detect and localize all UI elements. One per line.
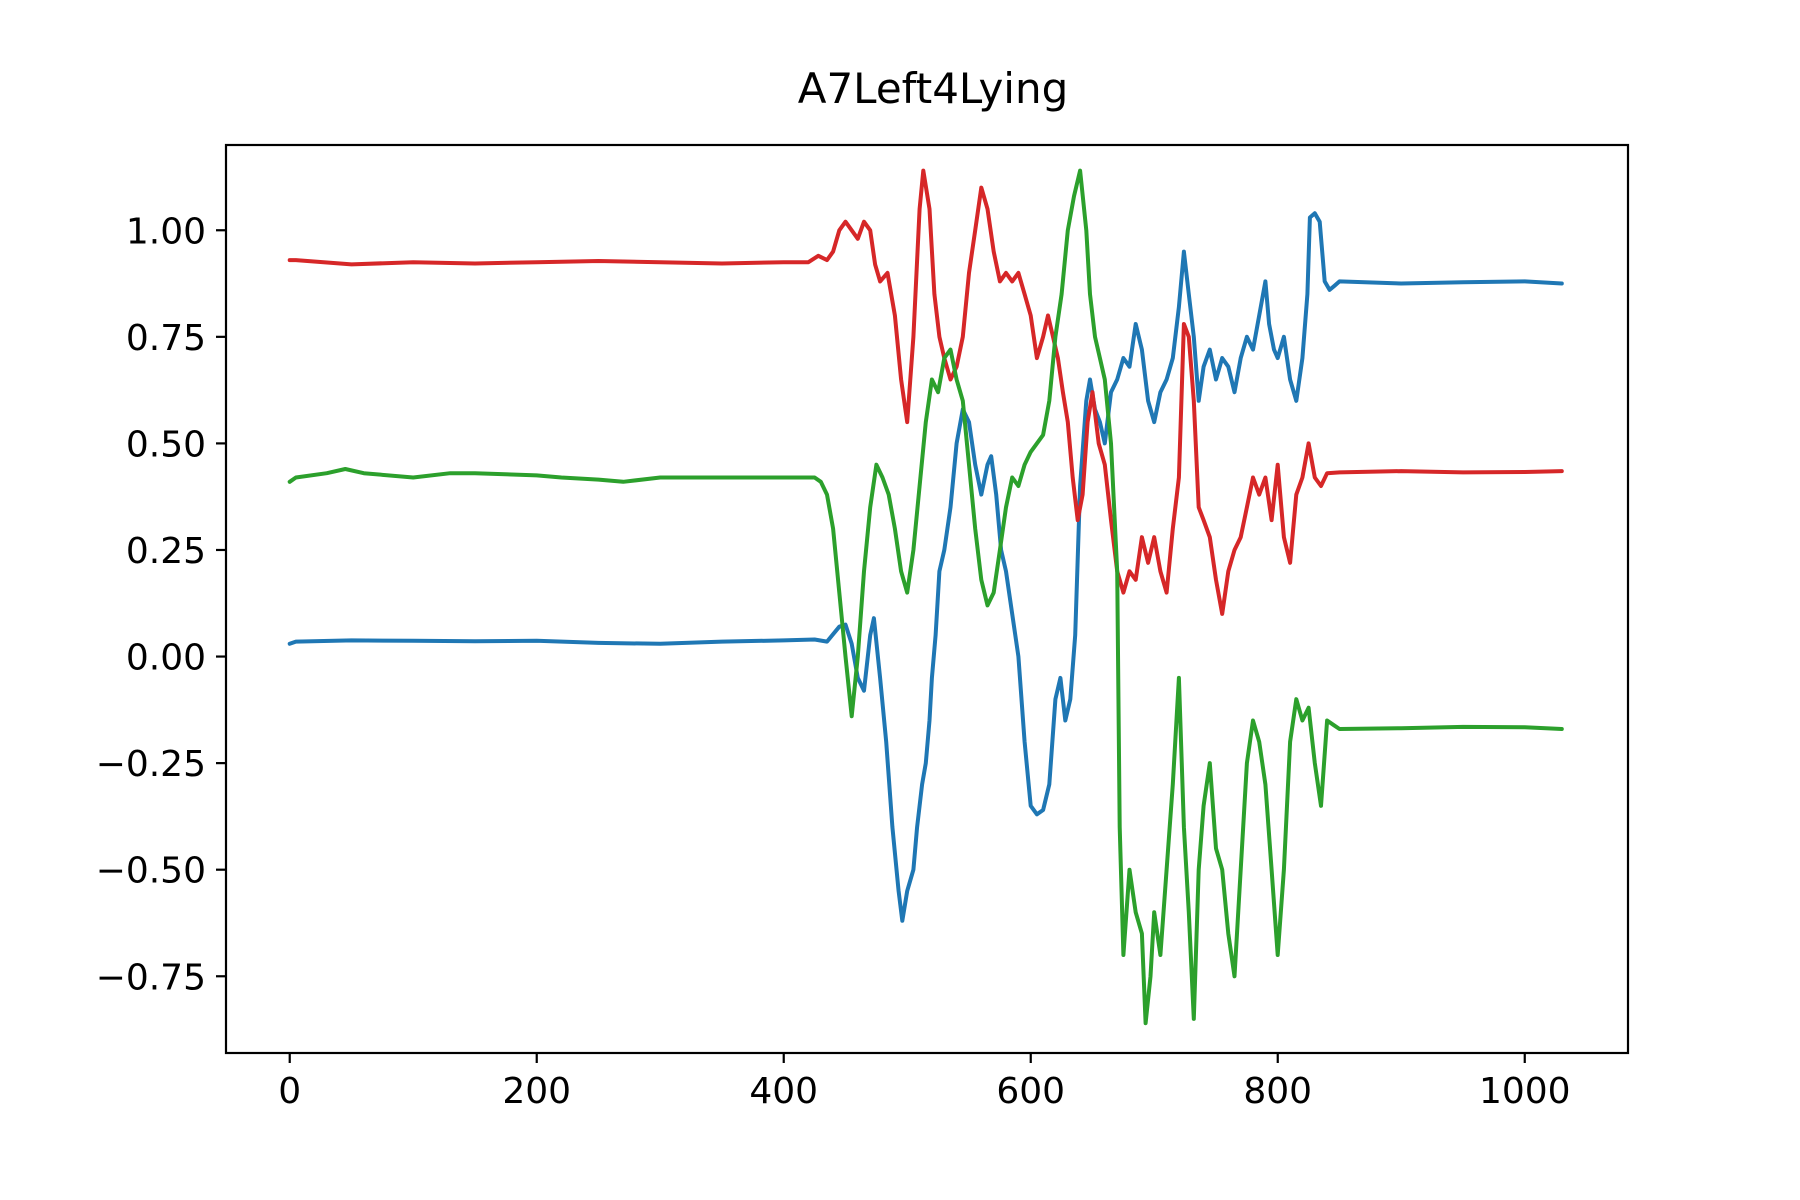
y-axis: 1.00 0.75 0.50 0.25 0.00 −0.25 −0.50 −0.75 [96,211,226,998]
x-tick-label: 200 [502,1071,571,1112]
y-tick-label: −0.25 [96,744,206,785]
series-line-3 [287,168,1564,1026]
chart-title: A7Left4Lying [798,64,1069,113]
x-axis: 0 200 400 600 800 1000 [278,1053,1571,1112]
x-tick-label: 0 [278,1071,301,1112]
y-tick-label: 0.00 [126,638,206,679]
series-line-2 [287,168,1564,616]
x-tick-label: 600 [996,1071,1065,1112]
series-line-1 [287,211,1564,923]
x-tick-label: 400 [749,1071,818,1112]
series-layer [287,168,1564,1026]
y-tick-label: 0.25 [126,531,206,572]
y-tick-label: −0.50 [96,851,206,892]
y-tick-label: 1.00 [126,211,206,252]
y-tick-label: 0.75 [126,318,206,359]
plot-area-frame [224,143,1630,1055]
y-tick-label: 0.50 [126,424,206,465]
x-tick-label: 800 [1243,1071,1312,1112]
y-tick-label: −0.75 [96,957,206,998]
x-tick-label: 1000 [1479,1071,1571,1112]
